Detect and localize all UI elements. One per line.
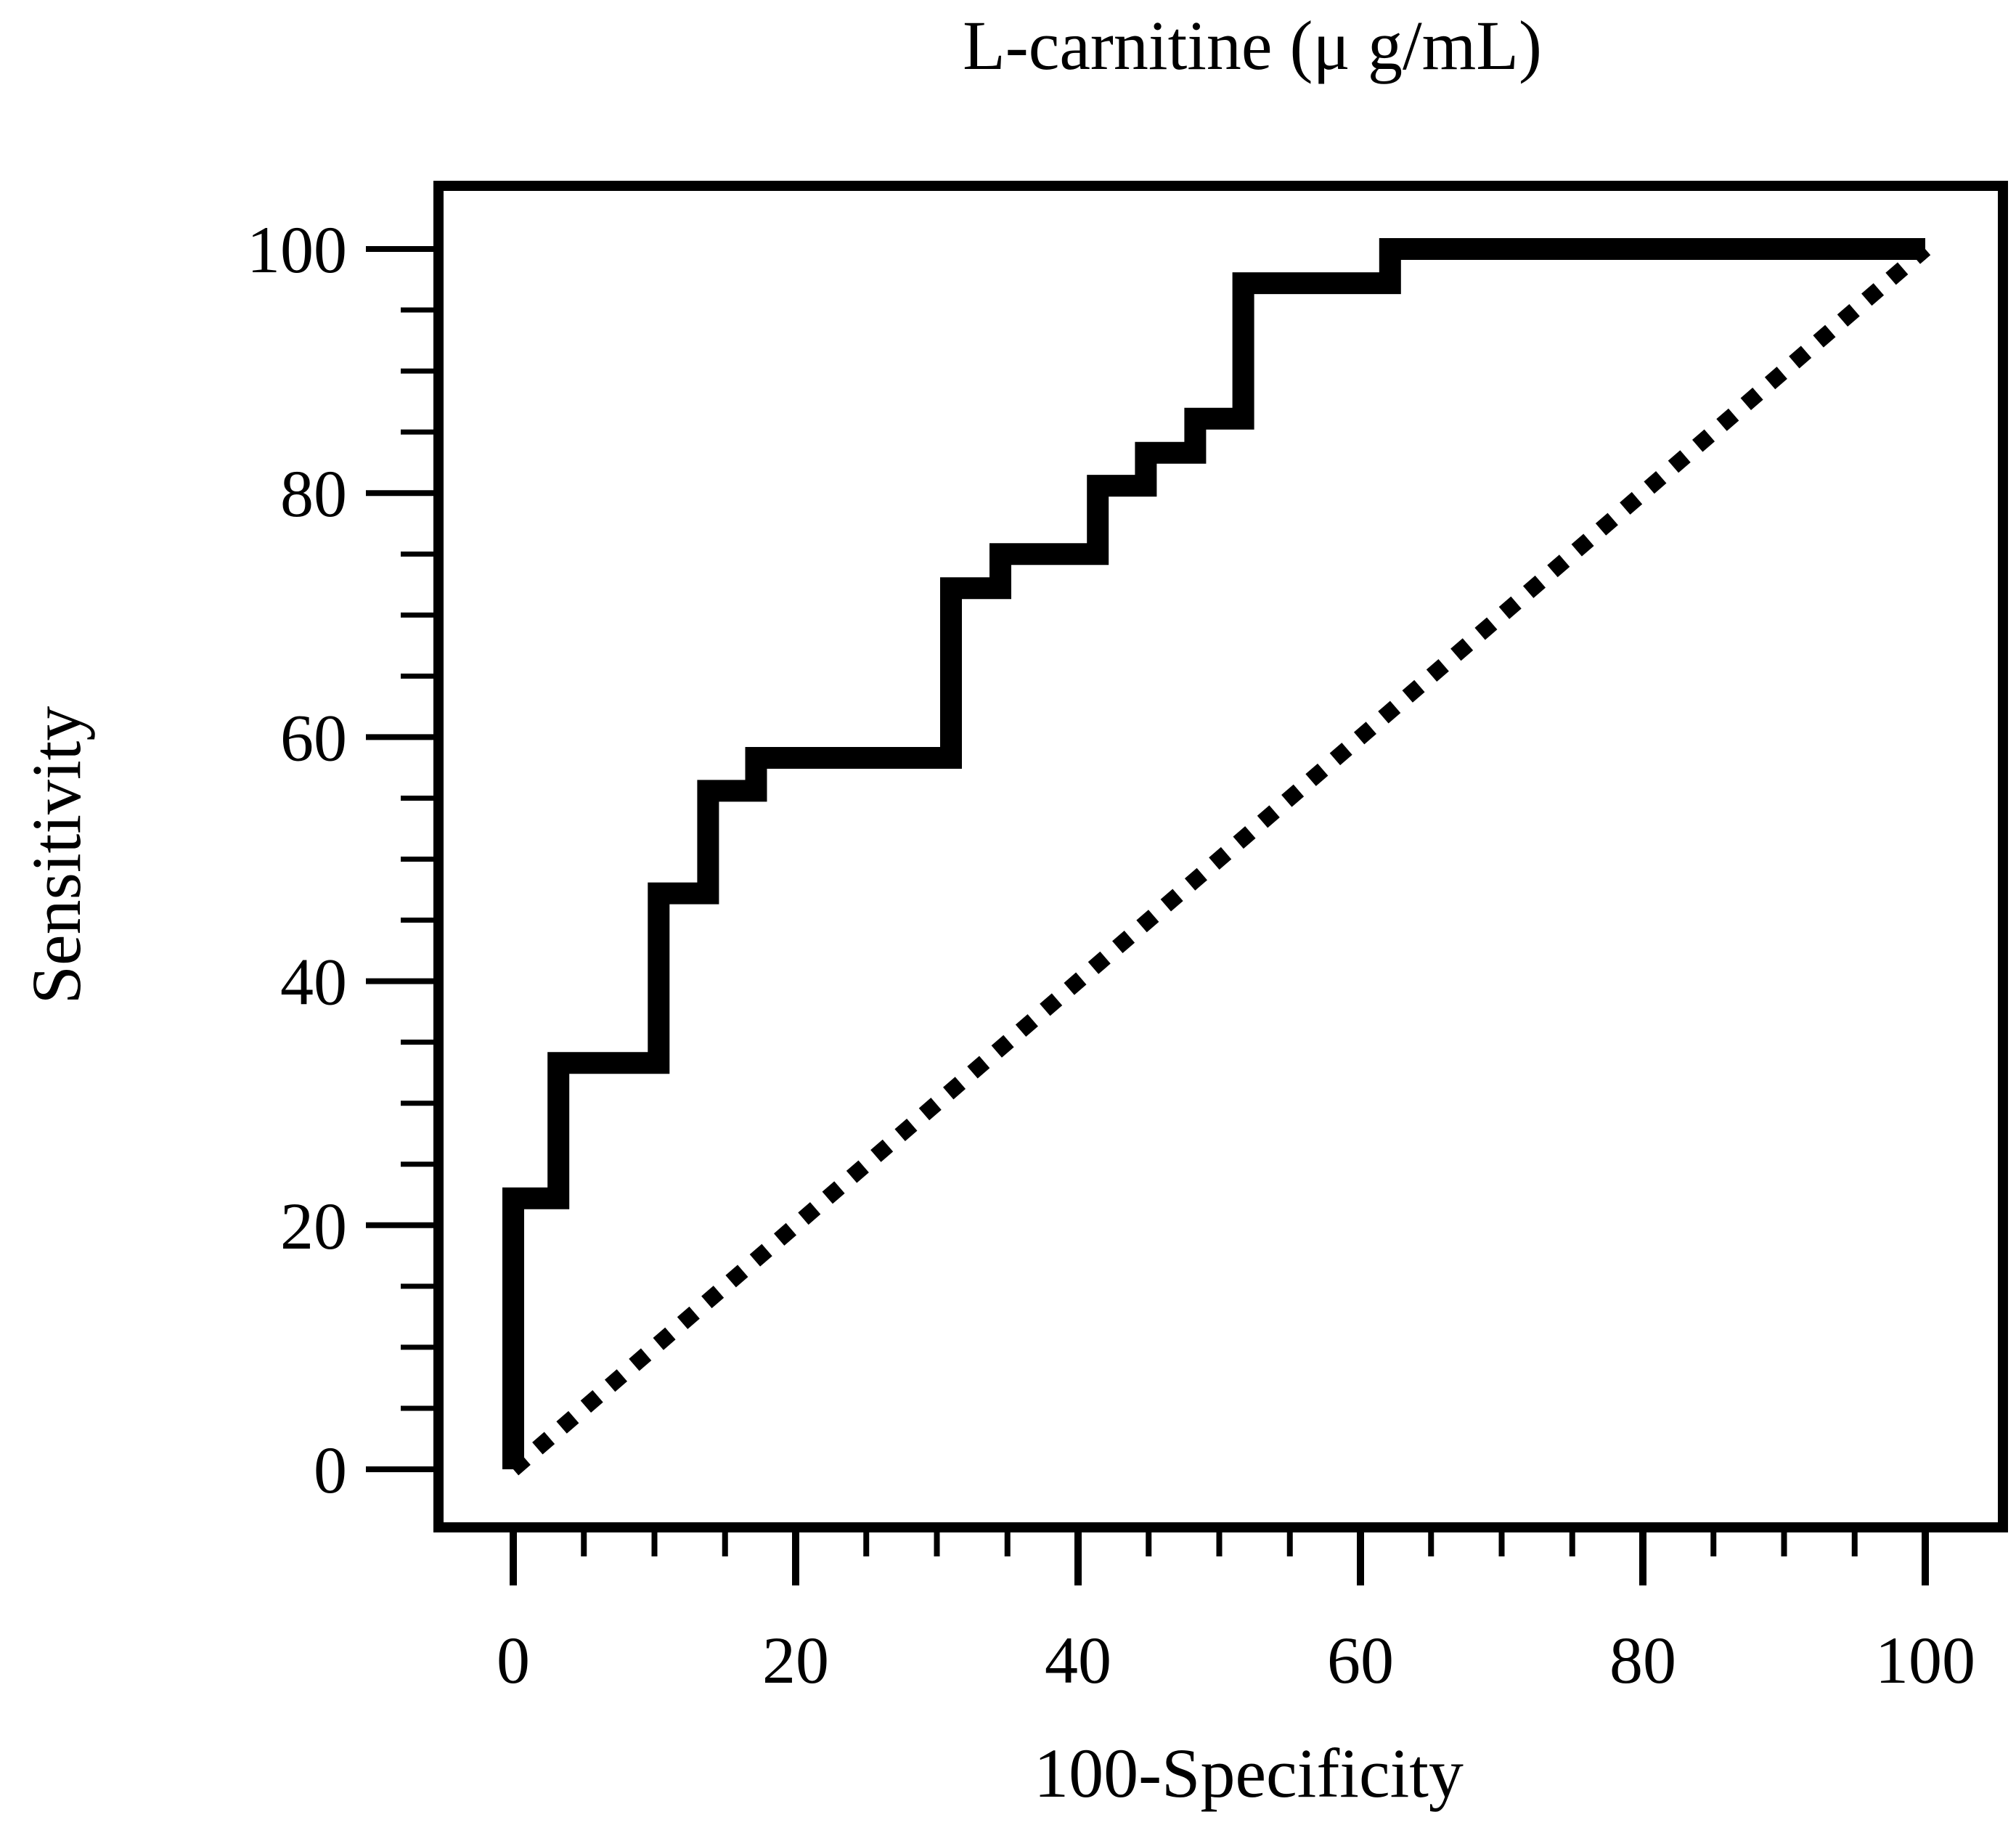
y-tick-label: 60: [280, 701, 347, 775]
series-layer: [502, 238, 1931, 1476]
y-axis-ticks: [366, 246, 438, 1472]
y-axis-tick-labels: 0 20 40 60 80 100: [247, 213, 347, 1507]
x-axis-ticks: [510, 1527, 1929, 1585]
x-tick-label: 40: [1045, 1623, 1111, 1697]
y-tick-label: 20: [280, 1189, 347, 1263]
x-tick-label: 100: [1875, 1623, 1975, 1697]
x-axis-label: 100-Specificity: [1034, 1734, 1464, 1812]
x-tick-label: 0: [497, 1623, 530, 1697]
chart-title: L-carnitine (μ g/mL): [963, 7, 1542, 84]
y-tick-label: 40: [280, 945, 347, 1019]
y-tick-label: 0: [314, 1433, 347, 1507]
x-tick-label: 60: [1327, 1623, 1394, 1697]
x-tick-label: 20: [762, 1623, 829, 1697]
y-tick-label: 80: [280, 457, 347, 531]
y-axis-label: Sensitivity: [17, 706, 95, 1005]
roc-curve: [502, 238, 1925, 1469]
x-tick-label: 80: [1609, 1623, 1676, 1697]
y-tick-label: 100: [247, 213, 347, 287]
x-axis-tick-labels: 0 20 40 60 80 100: [497, 1623, 1975, 1697]
reference-diagonal-line: [507, 242, 1931, 1476]
